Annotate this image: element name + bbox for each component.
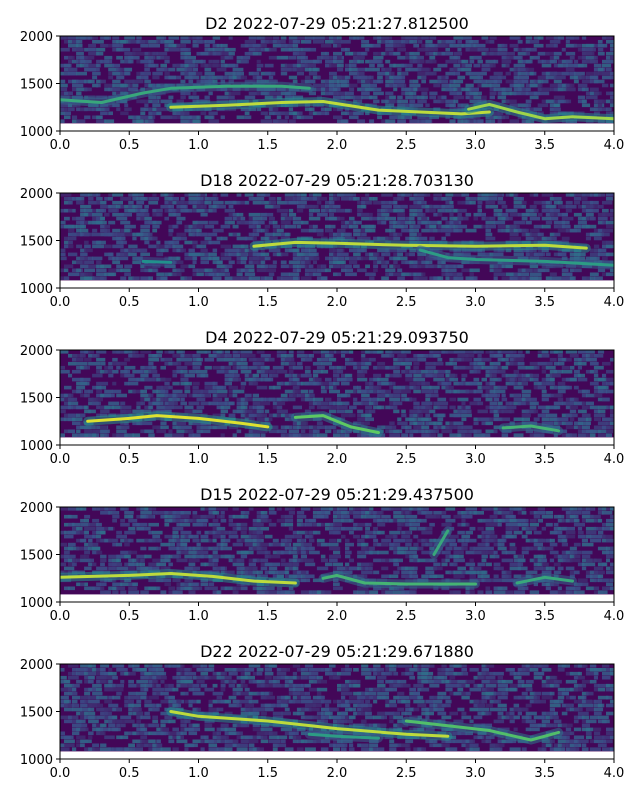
spectrogram-image bbox=[60, 36, 614, 124]
x-tick-label: 0.0 bbox=[50, 138, 71, 153]
x-tick-label: 2.5 bbox=[396, 295, 417, 310]
x-tick-label: 3.5 bbox=[534, 295, 555, 310]
y-tick-label: 1500 bbox=[20, 78, 53, 93]
y-tick-label: 1000 bbox=[20, 125, 53, 140]
spectrogram-panel: D4 2022-07-29 05:21:29.093750 0.0 0.5 1.0 1.… bbox=[20, 328, 624, 467]
y-tick-label: 2000 bbox=[20, 658, 53, 673]
signal-trace bbox=[404, 719, 561, 742]
signal-trace bbox=[86, 414, 270, 429]
x-tick-label: 1.5 bbox=[257, 766, 278, 781]
x-tick-label: 2.5 bbox=[396, 452, 417, 467]
y-tick-label: 1000 bbox=[20, 753, 53, 768]
spectrogram-panel: D2 2022-07-29 05:21:27.812500 0.0 0.5 1.0 1.… bbox=[20, 14, 624, 153]
x-tick-label: 3.5 bbox=[534, 452, 555, 467]
y-tick-label: 1000 bbox=[20, 596, 53, 611]
signal-trace bbox=[501, 424, 561, 433]
spectrogram-image bbox=[60, 507, 614, 595]
x-tick-label: 2.0 bbox=[327, 295, 348, 310]
x-tick-label: 0.5 bbox=[119, 452, 140, 467]
y-tick-label: 1500 bbox=[20, 549, 53, 564]
x-tick-label: 4.0 bbox=[604, 609, 625, 624]
panel-title: D22 2022-07-29 05:21:29.671880 bbox=[200, 642, 474, 661]
x-tick-label: 0.5 bbox=[119, 295, 140, 310]
y-tick-label: 1000 bbox=[20, 439, 53, 454]
spectrogram-image bbox=[60, 193, 614, 281]
x-tick-label: 0.5 bbox=[119, 138, 140, 153]
x-tick-label: 0.5 bbox=[119, 766, 140, 781]
x-tick-label: 0.0 bbox=[50, 609, 71, 624]
panel-title: D4 2022-07-29 05:21:29.093750 bbox=[205, 328, 469, 347]
x-tick-label: 3.0 bbox=[465, 609, 486, 624]
panel-title: D2 2022-07-29 05:21:27.812500 bbox=[205, 14, 469, 33]
x-tick-label: 1.5 bbox=[257, 138, 278, 153]
x-tick-label: 3.0 bbox=[465, 766, 486, 781]
x-tick-label: 2.0 bbox=[327, 766, 348, 781]
x-tick-label: 3.5 bbox=[534, 138, 555, 153]
x-tick-label: 1.0 bbox=[188, 452, 209, 467]
signal-trace bbox=[60, 84, 311, 104]
spectrogram-panel: D18 2022-07-29 05:21:28.703130 0.0 0.5 1.0 1… bbox=[20, 171, 624, 310]
panel-title: D15 2022-07-29 05:21:29.437500 bbox=[200, 485, 474, 504]
x-tick-label: 2.0 bbox=[327, 452, 348, 467]
x-tick-label: 1.0 bbox=[188, 609, 209, 624]
x-tick-label: 1.5 bbox=[257, 609, 278, 624]
signal-trace bbox=[467, 102, 614, 121]
signal-trace bbox=[252, 240, 588, 250]
y-tick-label: 1500 bbox=[20, 235, 53, 250]
y-tick-label: 2000 bbox=[20, 187, 53, 202]
x-tick-label: 4.0 bbox=[604, 452, 625, 467]
x-tick-label: 4.0 bbox=[604, 766, 625, 781]
x-tick-label: 2.5 bbox=[396, 609, 417, 624]
x-tick-label: 2.0 bbox=[327, 138, 348, 153]
x-tick-label: 3.5 bbox=[534, 766, 555, 781]
x-tick-label: 3.0 bbox=[465, 295, 486, 310]
x-tick-label: 4.0 bbox=[604, 295, 625, 310]
spectrogram-image bbox=[60, 350, 614, 438]
x-tick-label: 0.0 bbox=[50, 452, 71, 467]
y-tick-label: 1500 bbox=[20, 706, 53, 721]
spectrogram-panel: D15 2022-07-29 05:21:29.437500 0.0 0.5 1.0 1… bbox=[20, 485, 624, 624]
signal-trace bbox=[169, 100, 491, 116]
y-tick-label: 2000 bbox=[20, 344, 53, 359]
signal-trace bbox=[169, 710, 450, 738]
signal-trace bbox=[60, 572, 297, 585]
x-tick-label: 1.0 bbox=[188, 138, 209, 153]
x-tick-label: 2.5 bbox=[396, 138, 417, 153]
x-tick-label: 3.0 bbox=[465, 138, 486, 153]
spectrogram-image bbox=[60, 664, 614, 752]
panel-title: D18 2022-07-29 05:21:28.703130 bbox=[200, 171, 474, 190]
x-tick-label: 2.5 bbox=[396, 766, 417, 781]
signal-trace bbox=[515, 575, 574, 585]
x-tick-label: 1.5 bbox=[257, 452, 278, 467]
x-tick-label: 0.0 bbox=[50, 295, 71, 310]
x-tick-label: 2.0 bbox=[327, 609, 348, 624]
signal-trace bbox=[293, 414, 380, 435]
y-tick-label: 1500 bbox=[20, 392, 53, 407]
x-tick-label: 4.0 bbox=[604, 138, 625, 153]
x-tick-label: 3.5 bbox=[534, 609, 555, 624]
signal-trace bbox=[141, 259, 173, 264]
signal-trace bbox=[418, 248, 614, 267]
spectrogram-panel: D22 2022-07-29 05:21:29.671880 0.0 0.5 1.0 1… bbox=[20, 642, 624, 781]
x-tick-label: 0.5 bbox=[119, 609, 140, 624]
x-tick-label: 1.0 bbox=[188, 766, 209, 781]
x-tick-label: 1.0 bbox=[188, 295, 209, 310]
y-tick-label: 2000 bbox=[20, 501, 53, 516]
signal-trace bbox=[432, 529, 450, 556]
y-tick-label: 2000 bbox=[20, 30, 53, 45]
x-tick-label: 0.0 bbox=[50, 766, 71, 781]
signal-trace bbox=[307, 732, 380, 740]
signal-trace bbox=[321, 573, 477, 586]
y-tick-label: 1000 bbox=[20, 282, 53, 297]
x-tick-label: 3.0 bbox=[465, 452, 486, 467]
x-tick-label: 1.5 bbox=[257, 295, 278, 310]
